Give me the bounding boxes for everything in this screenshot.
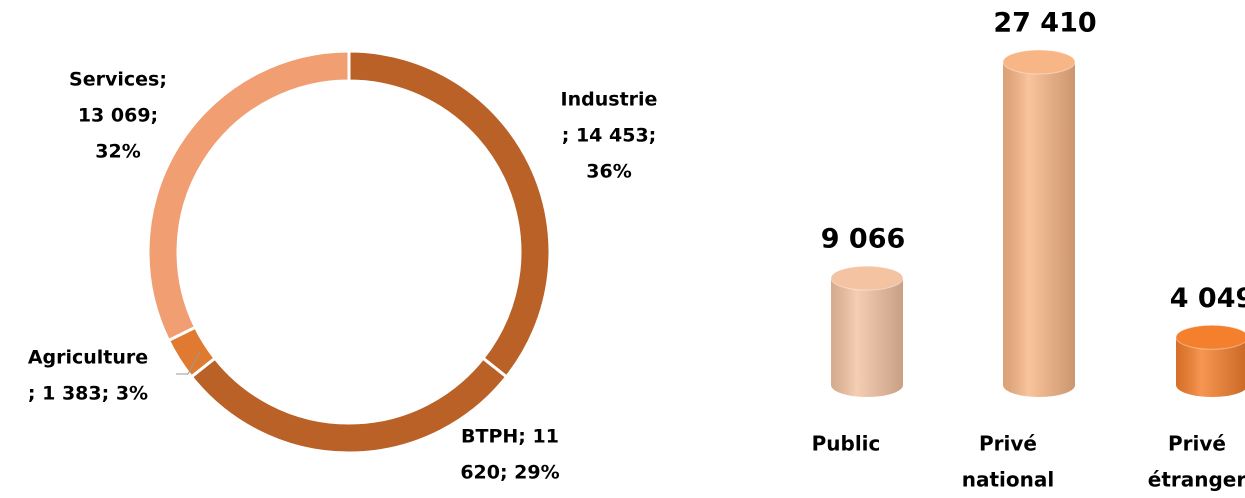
data-label: ; 1 383; 3% [28, 383, 148, 405]
donut-segment [347, 49, 552, 379]
data-label: Industrie [561, 89, 658, 111]
data-label: 620; 29% [460, 462, 559, 484]
cylinder-shade [831, 278, 903, 397]
data-label: 13 069; [78, 105, 158, 127]
cylinder-top [830, 265, 904, 291]
donut-segment [189, 356, 509, 455]
cylinder-top [1175, 324, 1245, 350]
cylinder-shade [1176, 337, 1245, 397]
cylinder-shade [1003, 62, 1075, 397]
cylinder [1002, 49, 1076, 397]
leader-line [176, 351, 201, 375]
data-label: 9 066 [821, 224, 906, 255]
data-label: 36% [586, 161, 631, 183]
x-tick-label: Privé [1168, 432, 1226, 456]
data-label: 4 049 [1170, 283, 1245, 314]
cylinder-top [1002, 49, 1076, 75]
x-tick-label: étranger [1148, 468, 1245, 492]
x-tick-label: Public [812, 432, 881, 456]
data-label: 27 410 [993, 8, 1096, 39]
data-label: Services; [69, 69, 167, 91]
data-label: BTPH; 11 [461, 426, 559, 448]
data-label: ; 14 453; [562, 125, 657, 147]
cylinder [1175, 324, 1245, 397]
x-tick-label: national [962, 468, 1054, 492]
cylinder [830, 265, 904, 397]
data-label: Agriculture [28, 347, 148, 369]
x-tick-label: Privé [979, 432, 1037, 456]
donut-segment [146, 49, 351, 343]
data-label: 32% [95, 141, 140, 163]
